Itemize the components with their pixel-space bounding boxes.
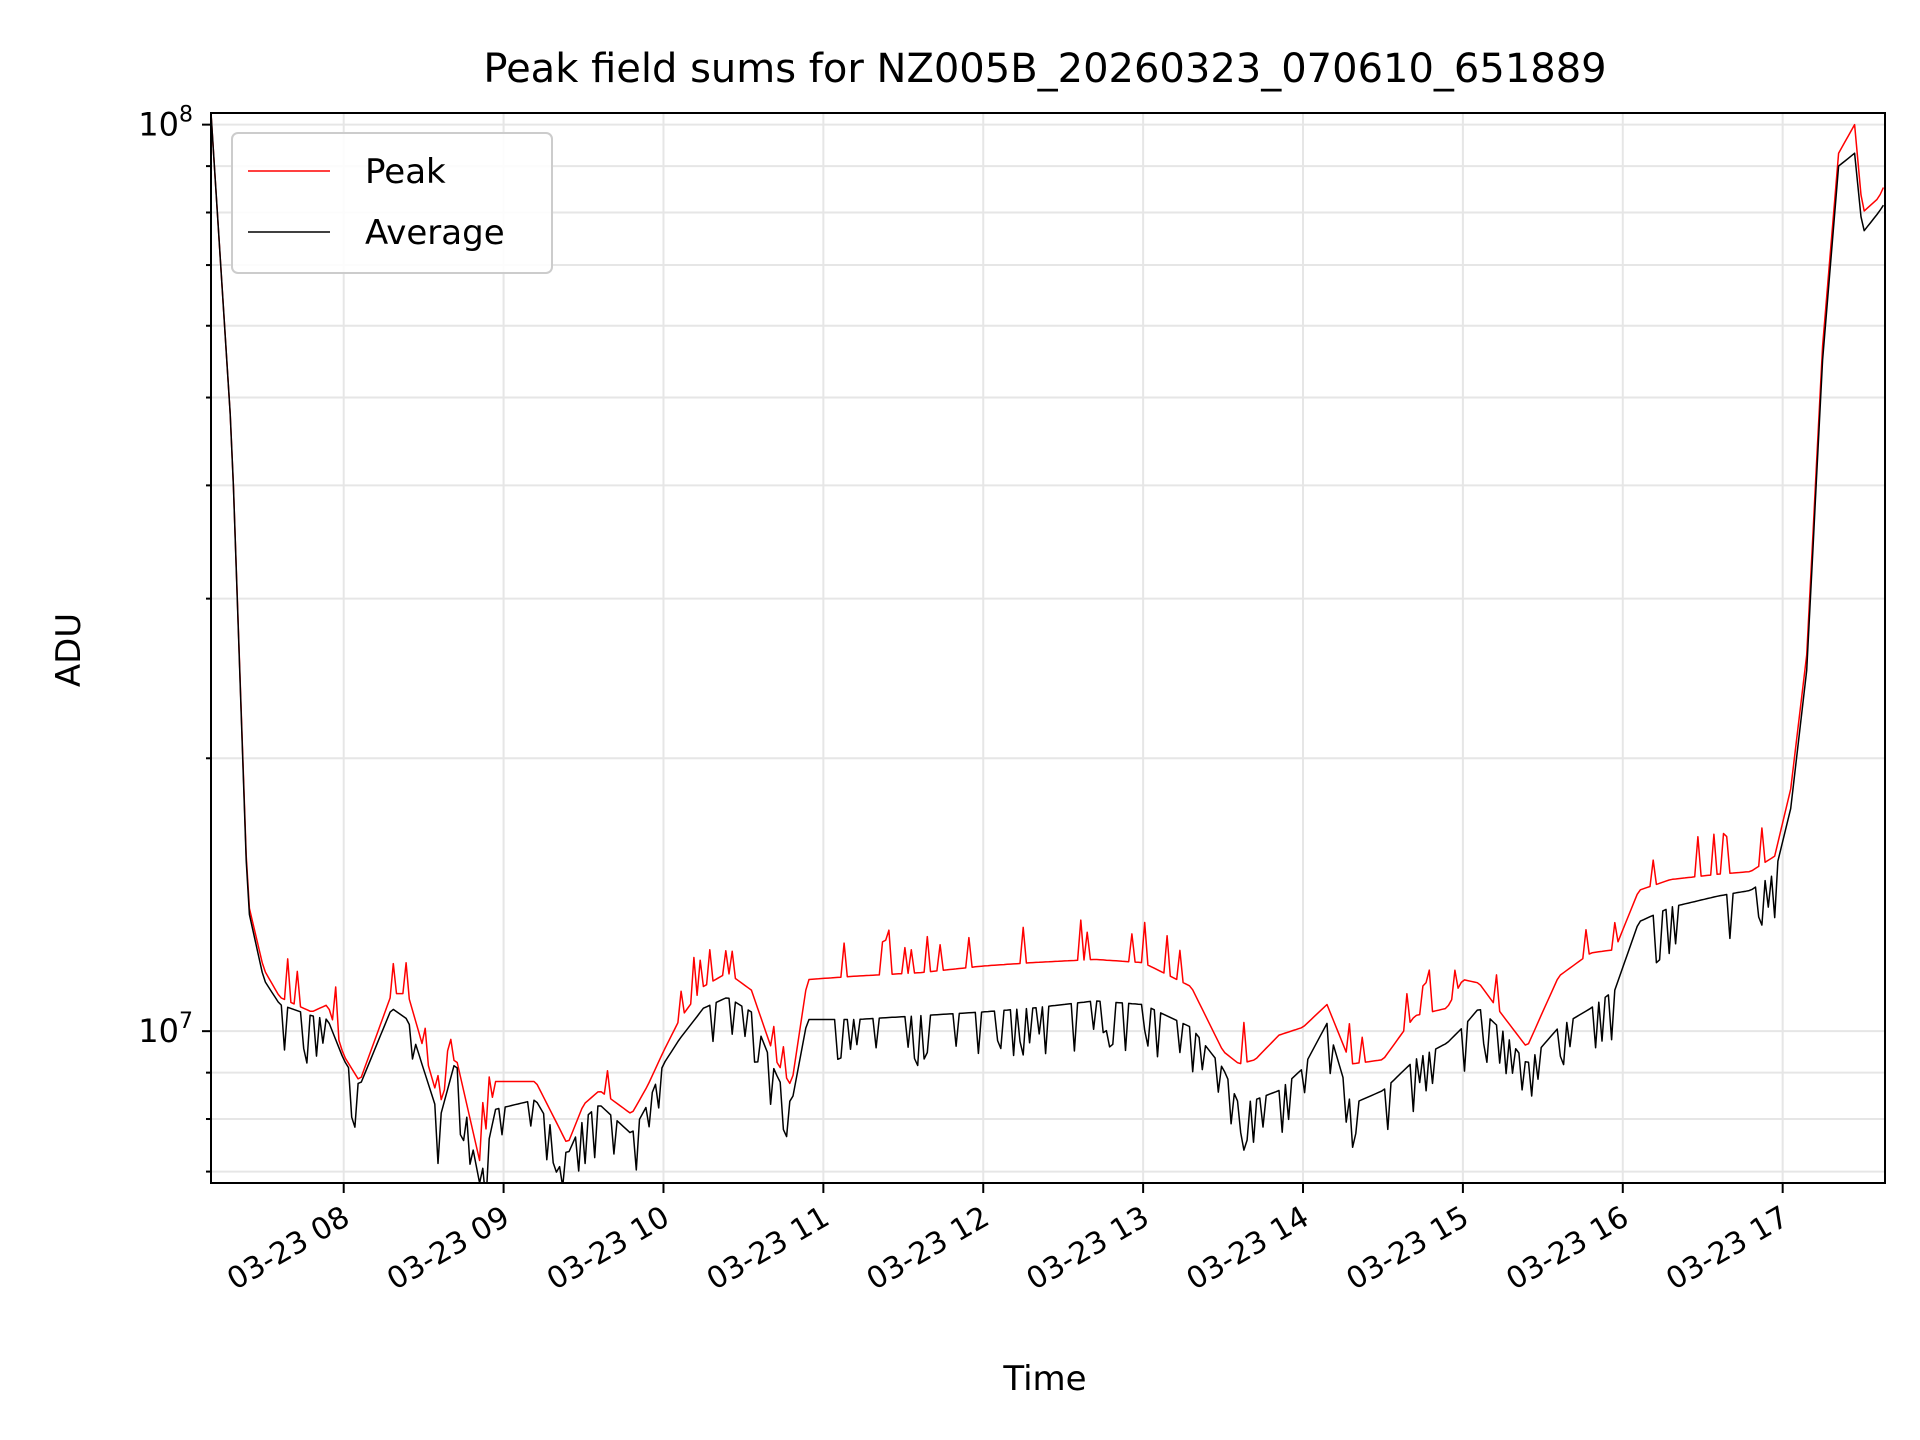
legend-box (231, 132, 553, 274)
series-line-average (211, 113, 1885, 1183)
plot-area (211, 113, 1885, 1183)
y-tick-label: 107 (138, 1009, 193, 1050)
x-axis-label: Time (1002, 1359, 1086, 1399)
y-axis-label: ADU (49, 613, 89, 687)
chart-title: Peak field sums for NZ005B_20260323_0706… (483, 46, 1606, 92)
legend-label-peak: Peak (365, 152, 446, 192)
legend: Peak Average (231, 132, 553, 274)
plot-frame (210, 112, 1886, 1184)
legend-label-average: Average (365, 213, 505, 253)
series-line-peak (211, 113, 1885, 1162)
y-axis: 107 108 (138, 103, 211, 1173)
y-tick-label: 108 (138, 103, 193, 144)
